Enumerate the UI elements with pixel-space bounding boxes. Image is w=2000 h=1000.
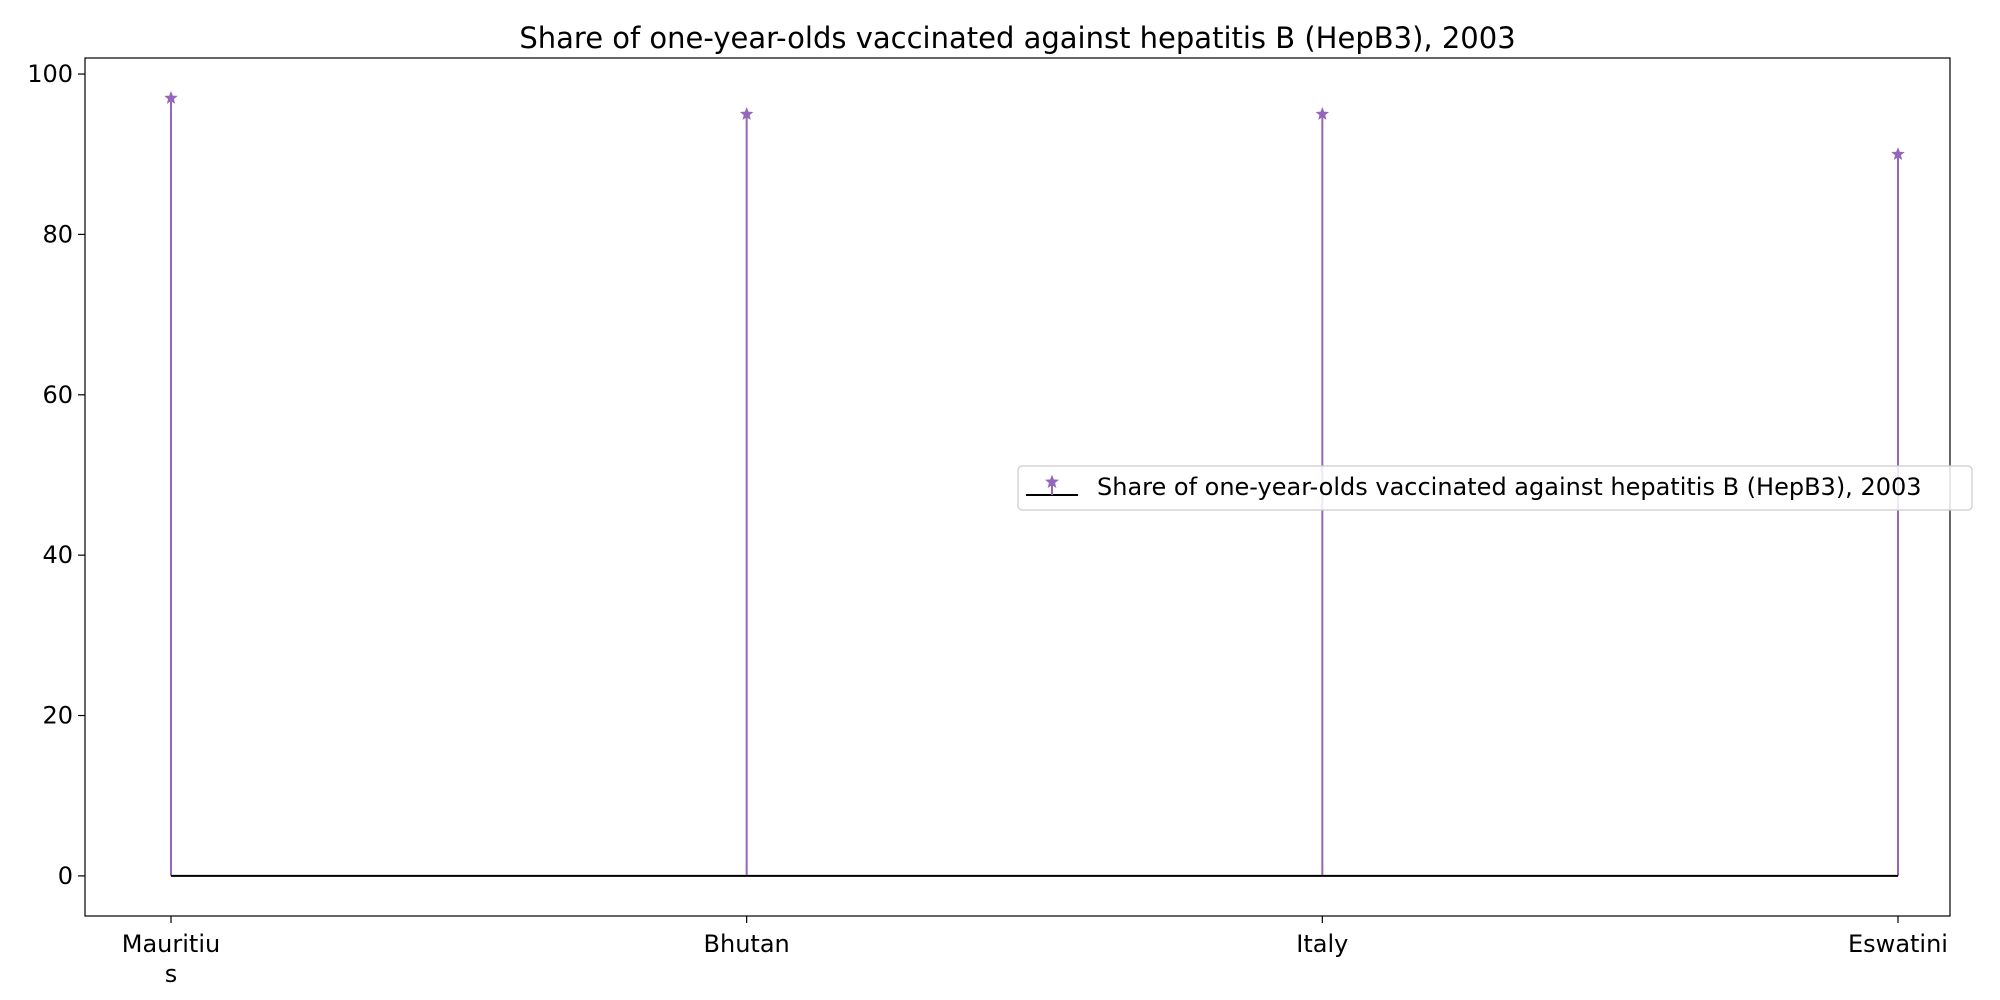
chart-title: Share of one-year-olds vaccinated agains… bbox=[519, 21, 1515, 55]
y-axis: 0 20 40 60 80 100 bbox=[27, 60, 85, 890]
legend-star-marker bbox=[1044, 474, 1060, 488]
y-tick-label: 60 bbox=[42, 381, 73, 409]
x-tick-label: Eswatini bbox=[1848, 930, 1948, 958]
data-point-star bbox=[739, 107, 754, 120]
y-tick-label: 0 bbox=[58, 862, 73, 890]
data-point-star bbox=[1315, 107, 1330, 120]
y-tick-label: 100 bbox=[27, 60, 73, 88]
legend: Share of one-year-olds vaccinated agains… bbox=[1017, 465, 1973, 511]
x-tick-label: Bhutan bbox=[704, 930, 790, 958]
x-tick-label: Italy bbox=[1296, 930, 1348, 958]
legend-label: Share of one-year-olds vaccinated agains… bbox=[1097, 473, 1922, 501]
y-tick-label: 20 bbox=[42, 702, 73, 730]
y-tick-label: 40 bbox=[42, 541, 73, 569]
data-point-star bbox=[164, 90, 178, 104]
x-tick-label: Mauritiu s bbox=[122, 930, 220, 988]
x-axis: Mauritiu s Bhutan Italy Eswatini bbox=[122, 916, 1948, 988]
data-point-star bbox=[1891, 147, 1905, 160]
legend-box bbox=[1017, 465, 1973, 511]
y-tick-label: 80 bbox=[42, 220, 73, 248]
